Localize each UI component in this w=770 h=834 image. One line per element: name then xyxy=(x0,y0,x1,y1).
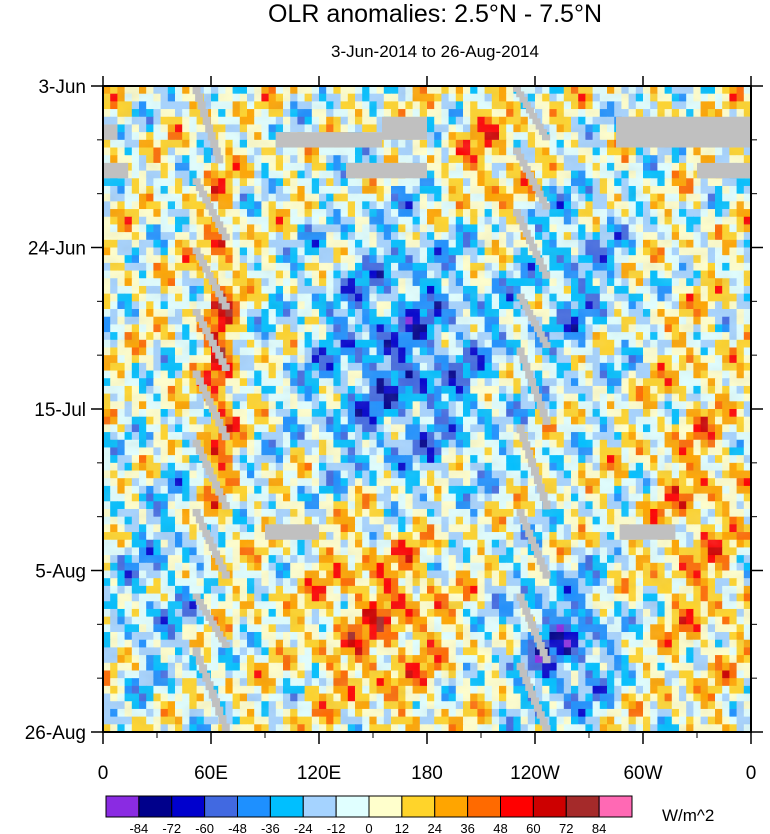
plot-area xyxy=(103,86,751,732)
chart-subtitle: 3-Jun-2014 to 26-Aug-2014 xyxy=(331,42,539,61)
chart-title: OLR anomalies: 2.5°N - 7.5°N xyxy=(268,0,602,28)
